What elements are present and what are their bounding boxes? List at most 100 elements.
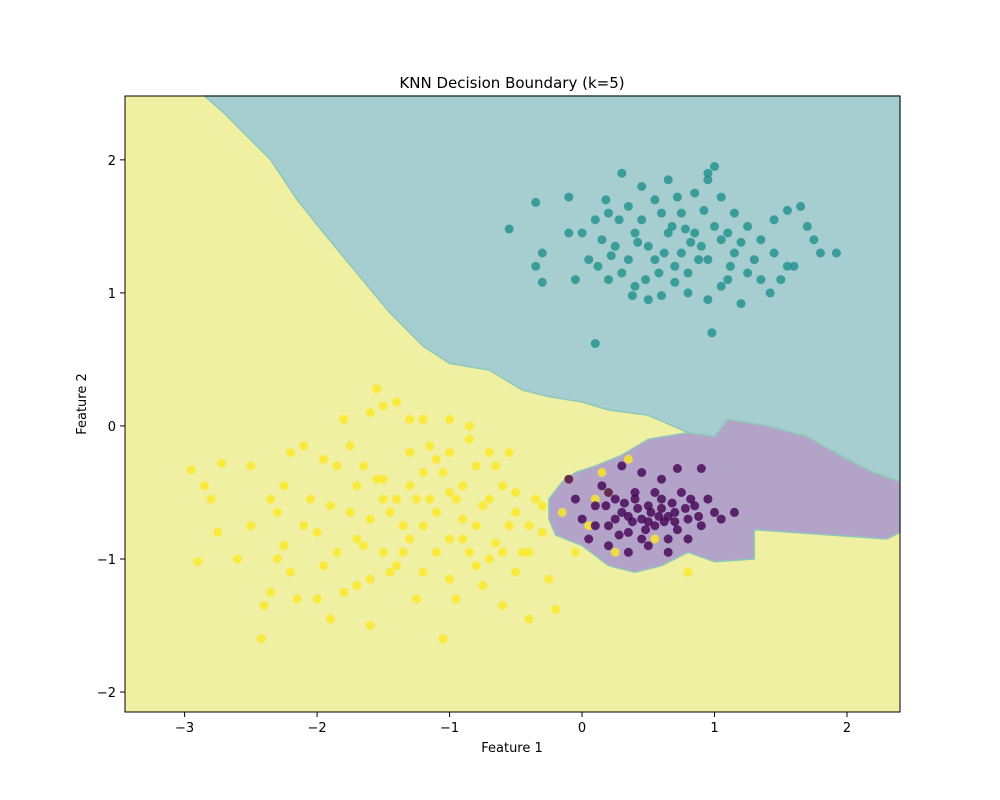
scatter-point bbox=[498, 547, 508, 557]
scatter-point bbox=[703, 168, 713, 178]
scatter-point bbox=[670, 507, 680, 517]
scatter-point bbox=[425, 494, 435, 504]
scatter-point bbox=[617, 507, 627, 517]
scatter-point bbox=[319, 561, 329, 571]
scatter-point bbox=[266, 494, 276, 504]
scatter-point bbox=[385, 567, 395, 577]
scatter-point bbox=[729, 208, 739, 218]
scatter-point bbox=[372, 384, 382, 394]
scatter-point bbox=[286, 448, 296, 458]
scatter-point bbox=[696, 241, 706, 251]
scatter-point bbox=[325, 501, 335, 511]
y-tick-label: 0 bbox=[108, 420, 116, 435]
scatter-point bbox=[584, 521, 594, 531]
scatter-point bbox=[246, 461, 256, 471]
scatter-point bbox=[637, 468, 647, 477]
scatter-point bbox=[193, 557, 203, 567]
scatter-point bbox=[610, 494, 620, 504]
scatter-point bbox=[710, 162, 719, 171]
scatter-point bbox=[458, 481, 468, 491]
scatter-point bbox=[683, 534, 693, 544]
scatter-point bbox=[643, 241, 653, 251]
scatter-point bbox=[478, 581, 488, 591]
scatter-point bbox=[524, 547, 534, 557]
scatter-point bbox=[690, 188, 700, 198]
scatter-point bbox=[637, 534, 647, 544]
scatter-point bbox=[385, 507, 395, 517]
scatter-point bbox=[425, 441, 435, 451]
scatter-point bbox=[696, 521, 706, 531]
scatter-point bbox=[630, 281, 640, 291]
scatter-point bbox=[445, 448, 455, 458]
scatter-point bbox=[365, 514, 375, 524]
scatter-point bbox=[511, 507, 521, 517]
scatter-point bbox=[619, 498, 629, 508]
plot-area bbox=[125, 95, 901, 712]
scatter-point bbox=[279, 541, 289, 551]
scatter-point bbox=[524, 521, 534, 531]
scatter-point bbox=[511, 488, 521, 497]
scatter-point bbox=[725, 261, 735, 271]
scatter-point bbox=[641, 525, 651, 535]
scatter-point bbox=[445, 574, 455, 584]
x-tick-label: 1 bbox=[710, 721, 718, 736]
y-tick-label: −1 bbox=[97, 553, 116, 568]
scatter-point bbox=[657, 474, 666, 484]
scatter-point bbox=[663, 228, 673, 238]
scatter-point bbox=[431, 507, 441, 517]
scatter-point bbox=[782, 205, 792, 215]
scatter-point bbox=[736, 299, 746, 309]
scatter-point bbox=[630, 494, 640, 504]
scatter-point bbox=[703, 295, 713, 305]
scatter-point bbox=[667, 221, 677, 231]
scatter-point bbox=[707, 328, 717, 338]
scatter-point bbox=[659, 248, 669, 258]
scatter-point bbox=[537, 527, 547, 537]
scatter-point bbox=[703, 175, 713, 185]
scatter-point bbox=[378, 474, 388, 484]
scatter-point bbox=[630, 228, 640, 238]
scatter-point bbox=[365, 408, 375, 418]
scatter-point bbox=[458, 534, 468, 544]
scatter-point bbox=[531, 494, 541, 504]
scatter-point bbox=[372, 474, 382, 484]
scatter-point bbox=[686, 237, 696, 247]
scatter-point bbox=[597, 468, 607, 477]
scatter-point bbox=[809, 235, 819, 245]
scatter-point bbox=[590, 215, 600, 225]
scatter-point bbox=[650, 534, 660, 544]
scatter-point bbox=[564, 228, 574, 238]
scatter-point bbox=[617, 268, 627, 278]
scatter-point bbox=[743, 268, 753, 278]
scatter-point bbox=[663, 547, 673, 557]
scatter-point bbox=[584, 255, 594, 265]
scatter-point bbox=[378, 547, 388, 557]
scatter-point bbox=[597, 481, 607, 491]
scatter-point bbox=[352, 581, 362, 591]
scatter-point bbox=[590, 339, 600, 348]
scatter-point bbox=[498, 481, 508, 491]
scatter-point bbox=[610, 241, 620, 251]
scatter-point bbox=[776, 275, 786, 285]
scatter-point bbox=[643, 541, 653, 551]
scatter-point bbox=[537, 277, 547, 287]
scatter-point bbox=[657, 291, 666, 301]
scatter-point bbox=[590, 501, 600, 511]
scatter-point bbox=[627, 291, 637, 301]
scatter-point bbox=[491, 538, 501, 548]
scatter-point bbox=[471, 561, 481, 571]
scatter-point bbox=[696, 464, 706, 473]
scatter-point bbox=[604, 541, 613, 551]
scatter-point bbox=[445, 534, 455, 544]
scatter-point bbox=[650, 255, 660, 265]
scatter-point bbox=[570, 547, 580, 557]
scatter-point bbox=[683, 288, 693, 298]
scatter-point bbox=[723, 275, 733, 285]
scatter-point bbox=[259, 601, 269, 611]
scatter-point bbox=[431, 547, 441, 557]
scatter-point bbox=[650, 195, 660, 205]
scatter-point bbox=[213, 527, 223, 537]
scatter-point bbox=[802, 221, 812, 231]
scatter-point bbox=[405, 448, 415, 458]
scatter-point bbox=[796, 201, 806, 211]
